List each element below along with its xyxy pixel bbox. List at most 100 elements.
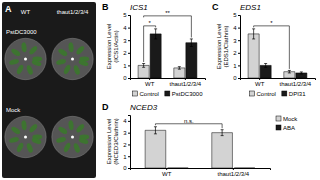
y-tick-mark <box>238 65 240 66</box>
plant-center <box>24 58 27 61</box>
plant-pot <box>52 116 93 157</box>
plant-leaf <box>68 42 74 52</box>
y-tick-label: 0 <box>233 75 237 81</box>
y-axis-line <box>128 16 131 79</box>
y-tick-mark <box>128 144 130 145</box>
plot-marks <box>138 29 197 78</box>
plant-leaf <box>28 45 38 56</box>
y-tick-mark <box>128 15 130 16</box>
plant-leaf <box>68 120 74 130</box>
error-bar <box>300 72 303 74</box>
plant-leaf <box>10 126 21 136</box>
error-bar <box>178 67 181 70</box>
legend-label: DPI31 <box>289 91 306 97</box>
legend-label: Control <box>256 91 275 97</box>
significance-bracket <box>144 26 156 62</box>
y-axis-title: Expression Level(ICS1/Actin) <box>106 24 119 70</box>
y-tick: 4 <box>123 25 130 31</box>
y-tick: 2 <box>233 50 240 56</box>
x-tick: WT <box>162 168 172 177</box>
panel-label: B <box>102 2 109 12</box>
y-tick-label: 5 <box>233 12 237 18</box>
y-axis-title-line: (EDS1/Clathrin) <box>223 25 229 67</box>
plant-leaf <box>9 136 20 143</box>
legend: MockABA <box>276 116 298 131</box>
x-tick-label: WT <box>255 81 265 87</box>
y-tick: 3 <box>123 130 130 136</box>
y-axis-title-line: (NCED3/Clathrin) <box>113 118 119 165</box>
plant-leaf <box>75 123 85 134</box>
y-tick: 0 <box>123 75 130 81</box>
legend-swatch <box>165 91 170 96</box>
y-tick-mark <box>128 133 130 134</box>
significance-label: * <box>270 20 273 26</box>
row-label: Mock <box>6 107 21 113</box>
error-bar <box>221 130 224 136</box>
y-tick-label: 1 <box>123 63 127 69</box>
row-label: PstDC3000 <box>6 29 37 35</box>
x-tick-label: WT <box>145 81 155 87</box>
bar <box>145 130 166 168</box>
y-tick: 5 <box>123 12 130 18</box>
y-tick-mark <box>128 121 130 122</box>
error-bar <box>154 127 157 134</box>
plant-leaf <box>57 126 68 136</box>
plant-leaf <box>78 59 89 67</box>
x-tick-label: thaut1/2/3/4 <box>280 81 312 87</box>
legend-swatch <box>249 91 254 96</box>
y-tick-label: 3 <box>233 38 237 44</box>
error-bar <box>190 39 193 47</box>
y-tick-mark <box>238 28 240 29</box>
error-bar <box>154 29 157 39</box>
x-tick: thaut1/2/3/4 <box>170 78 202 87</box>
significance-label: n.s. <box>184 118 194 124</box>
y-axis-line <box>128 116 131 169</box>
image-panel: PstDC3000MockWTthaut1/2/3/4A <box>2 2 96 178</box>
y-tick-mark <box>238 15 240 16</box>
plant-leaf <box>63 142 72 153</box>
y-axis: 012345 <box>123 12 130 81</box>
x-tick-mark <box>233 168 234 170</box>
y-tick-mark <box>128 156 130 157</box>
plant-pot <box>52 38 93 79</box>
plant-leaf <box>28 123 38 134</box>
chart-title: ICS1 <box>130 3 148 12</box>
error-bar <box>288 70 291 73</box>
y-tick: 1 <box>123 63 130 69</box>
legend-swatch <box>282 91 287 96</box>
panel-label: A <box>5 4 12 14</box>
plant-leaf <box>78 137 89 145</box>
plot-marks <box>145 127 255 168</box>
x-tick-label: thaut1/2/3/4 <box>217 171 249 177</box>
y-tick-mark <box>128 28 130 29</box>
y-tick: 4 <box>123 118 130 124</box>
y-tick: 1 <box>123 154 130 160</box>
y-tick-mark <box>238 53 240 54</box>
panel-label: D <box>102 102 109 112</box>
plant-center <box>24 136 27 139</box>
plant-leaf <box>63 64 72 75</box>
plant-leaf <box>31 59 42 67</box>
plant-leaf <box>16 142 25 153</box>
legend-swatch <box>276 116 281 121</box>
plot-marks <box>248 29 307 78</box>
bar <box>150 34 161 78</box>
significance-bracket <box>144 16 192 38</box>
y-tick-label: 2 <box>123 142 127 148</box>
x-tick: thaut1/2/3/4 <box>280 78 312 87</box>
plant-leaf <box>16 64 25 75</box>
y-tick-label: 3 <box>123 130 127 136</box>
y-tick: 2 <box>123 50 130 56</box>
significance-label: * <box>148 20 151 26</box>
x-axis: WT thaut1/2/3/4 <box>131 168 271 177</box>
significance-bracket <box>254 26 290 69</box>
plant-pot <box>5 116 46 157</box>
x-tick: thaut1/2/3/4 <box>217 168 249 177</box>
y-tick-mark <box>238 78 240 79</box>
y-tick-label: 5 <box>123 12 127 18</box>
y-tick-mark <box>238 40 240 41</box>
y-axis: 01234 <box>123 116 130 172</box>
x-axis: WT thaut1/2/3/4 <box>131 78 206 87</box>
bar <box>212 133 233 168</box>
x-tick-mark <box>149 78 150 80</box>
